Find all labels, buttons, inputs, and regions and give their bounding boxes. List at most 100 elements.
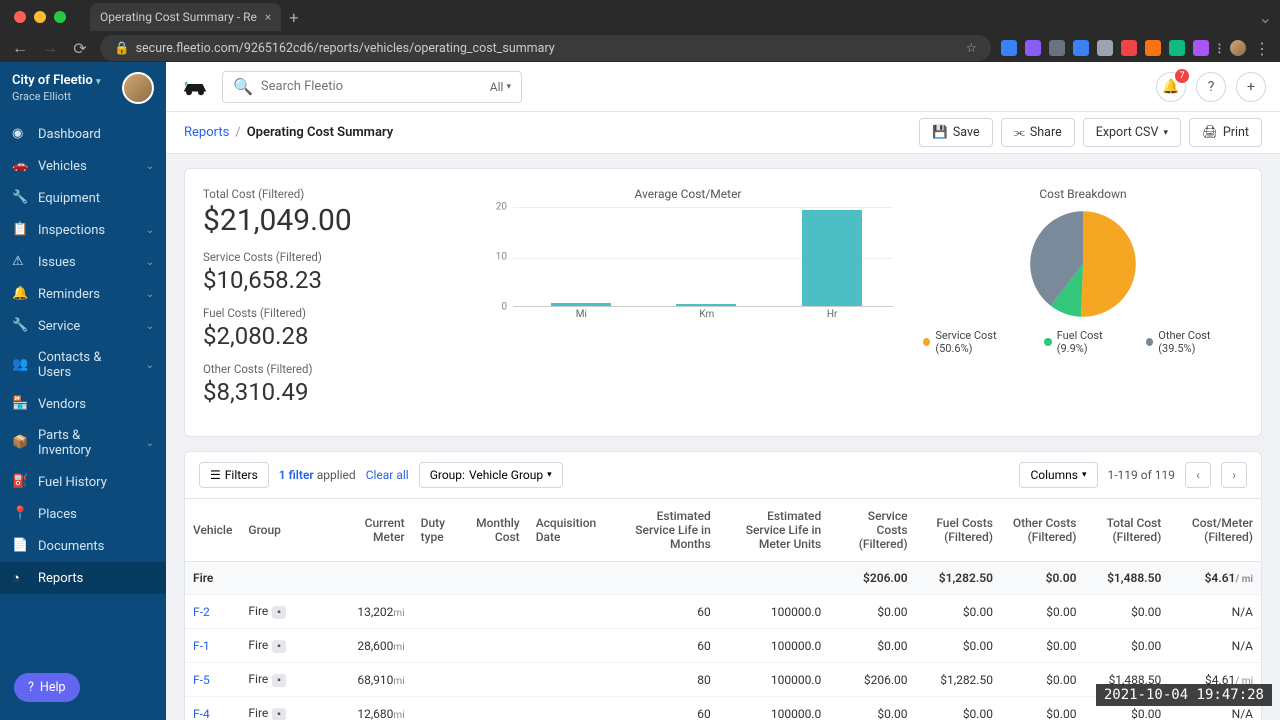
column-header[interactable]: Estimated Service Life in Meter Units xyxy=(719,499,829,562)
group-badge: ▪ xyxy=(272,640,286,653)
lock-icon: 🔒 xyxy=(114,41,130,56)
fuel-icon: ⛽ xyxy=(12,474,28,490)
new-tab-button[interactable]: + xyxy=(289,8,298,27)
add-button[interactable]: + xyxy=(1236,72,1266,102)
org-switcher[interactable]: City of Fleetio ▾ Grace Elliott xyxy=(0,62,166,114)
total-block: Total Cost (Filtered) $21,049.00 xyxy=(203,187,453,238)
breadcrumb-bar: Reports / Operating Cost Summary 💾Save ⫘… xyxy=(166,112,1280,154)
sidebar-item-parts-inventory[interactable]: 📦 Parts & Inventory ⌄ xyxy=(0,420,166,466)
bar-chart: Average Cost/Meter 01020MiKmHr xyxy=(483,187,893,418)
search-icon: 🔍 xyxy=(233,77,253,96)
table-card: ☰ Filters 1 filter applied Clear all Gro… xyxy=(184,451,1262,720)
prev-page[interactable]: ‹ xyxy=(1185,462,1211,488)
logo xyxy=(180,76,210,98)
filters-button[interactable]: ☰ Filters xyxy=(199,462,269,488)
group-button[interactable]: Group: Vehicle Group ▾ xyxy=(419,462,563,488)
address-bar[interactable]: 🔒 secure.fleetio.com/9265162cd6/reports/… xyxy=(100,35,991,61)
sidebar-item-places[interactable]: 📍 Places xyxy=(0,498,166,530)
topbar: 🔍 All ▾ 🔔7 ? + xyxy=(166,62,1280,112)
help-button[interactable]: ? Help xyxy=(14,673,80,702)
chevron-down-icon: ⌄ xyxy=(146,438,154,449)
sidebar: City of Fleetio ▾ Grace Elliott ◉ Dashbo… xyxy=(0,62,166,720)
tool-icon: 🔧 xyxy=(12,318,28,334)
column-header[interactable]: Fuel Costs (Filtered) xyxy=(916,499,1001,562)
sidebar-item-issues[interactable]: ⚠ Issues ⌄ xyxy=(0,246,166,278)
car-icon: 🚗 xyxy=(12,158,28,174)
reload-button[interactable]: ⟳ xyxy=(70,39,90,58)
sidebar-item-fuel-history[interactable]: ⛽ Fuel History xyxy=(0,466,166,498)
sidebar-item-reports[interactable]: ◔ Reports xyxy=(0,562,166,594)
column-header[interactable]: Total Cost (Filtered) xyxy=(1084,499,1169,562)
page-info: 1-119 of 119 xyxy=(1108,468,1176,482)
chevron-down-icon: ⌄ xyxy=(146,257,154,268)
search-scope[interactable]: All ▾ xyxy=(490,80,511,94)
print-button[interactable]: 🖨Print xyxy=(1189,118,1262,147)
chevron-down-icon: ⌄ xyxy=(146,225,154,236)
sidebar-item-documents[interactable]: 📄 Documents xyxy=(0,530,166,562)
chevron-down-icon: ⌄ xyxy=(146,161,154,172)
vehicle-link[interactable]: F-5 xyxy=(193,673,210,687)
total-block: Fuel Costs (Filtered) $2,080.28 xyxy=(203,306,453,350)
next-page[interactable]: › xyxy=(1221,462,1247,488)
total-block: Other Costs (Filtered) $8,310.49 xyxy=(203,362,453,406)
share-button[interactable]: ⫘Share xyxy=(1001,118,1075,147)
browser-tab[interactable]: Operating Cost Summary - Re × xyxy=(90,3,281,31)
help-icon-button[interactable]: ? xyxy=(1196,72,1226,102)
avatar[interactable] xyxy=(122,72,154,104)
notifications-button[interactable]: 🔔7 xyxy=(1156,72,1186,102)
page-title: Operating Cost Summary xyxy=(247,125,394,140)
pin-icon: 📍 xyxy=(12,506,28,522)
sidebar-item-reminders[interactable]: 🔔 Reminders ⌄ xyxy=(0,278,166,310)
group-badge: ▪ xyxy=(272,708,286,720)
url-text: secure.fleetio.com/9265162cd6/reports/ve… xyxy=(136,41,555,56)
sidebar-item-vehicles[interactable]: 🚗 Vehicles ⌄ xyxy=(0,150,166,182)
browser-chrome: Operating Cost Summary - Re × + ⌄ ← → ⟳ … xyxy=(0,0,1280,62)
table-row: F-1 Fire▪ 28,600mi 60100000.0 $0.00$0.00… xyxy=(185,629,1261,663)
sidebar-item-dashboard[interactable]: ◉ Dashboard xyxy=(0,118,166,150)
group-badge: ▪ xyxy=(272,606,286,619)
alert-icon: ⚠ xyxy=(12,254,28,270)
breadcrumb-parent[interactable]: Reports xyxy=(184,125,229,140)
columns-button[interactable]: Columns ▾ xyxy=(1019,462,1097,488)
vehicle-link[interactable]: F-4 xyxy=(193,707,210,720)
table-row: F-2 Fire▪ 13,202mi 60100000.0 $0.00$0.00… xyxy=(185,595,1261,629)
group-badge: ▪ xyxy=(272,674,286,687)
filter-count: 1 filter applied xyxy=(279,468,356,482)
clear-filters[interactable]: Clear all xyxy=(366,468,409,482)
total-block: Service Costs (Filtered) $10,658.23 xyxy=(203,250,453,294)
export-button[interactable]: Export CSV ▾ xyxy=(1083,118,1181,147)
vehicle-link[interactable]: F-2 xyxy=(193,605,210,619)
forward-button[interactable]: → xyxy=(40,38,60,58)
search-input[interactable]: 🔍 All ▾ xyxy=(222,71,522,103)
column-header[interactable]: Service Costs (Filtered) xyxy=(829,499,915,562)
wrench-icon: 🔧 xyxy=(12,190,28,206)
sidebar-item-inspections[interactable]: 📋 Inspections ⌄ xyxy=(0,214,166,246)
column-header[interactable]: Group xyxy=(240,499,336,562)
sidebar-item-contacts-users[interactable]: 👥 Contacts & Users ⌄ xyxy=(0,342,166,388)
notification-badge: 7 xyxy=(1175,69,1189,83)
column-header[interactable]: Acquisition Date xyxy=(528,499,615,562)
save-button[interactable]: 💾Save xyxy=(919,118,992,147)
sidebar-item-service[interactable]: 🔧 Service ⌄ xyxy=(0,310,166,342)
user-name: Grace Elliott xyxy=(12,90,101,103)
sidebar-item-equipment[interactable]: 🔧 Equipment xyxy=(0,182,166,214)
star-icon[interactable]: ☆ xyxy=(966,40,977,56)
help-icon: ? xyxy=(28,680,34,695)
column-header[interactable]: Estimated Service Life in Months xyxy=(614,499,718,562)
column-header[interactable]: Monthly Cost xyxy=(460,499,527,562)
back-button[interactable]: ← xyxy=(10,38,30,58)
pie-icon: ◔ xyxy=(12,570,28,586)
vehicle-link[interactable]: F-1 xyxy=(193,639,210,653)
column-header[interactable]: Duty type xyxy=(413,499,461,562)
column-header[interactable]: Other Costs (Filtered) xyxy=(1001,499,1084,562)
column-header[interactable]: Current Meter xyxy=(337,499,413,562)
extension-icons: ⁝ ⋮ xyxy=(1001,39,1270,58)
column-header[interactable]: Cost/Meter (Filtered) xyxy=(1169,499,1261,562)
box-icon: 📦 xyxy=(12,435,28,451)
close-icon[interactable]: × xyxy=(265,10,271,24)
overflow-icon[interactable]: ⌄ xyxy=(1259,8,1272,27)
sidebar-item-vendors[interactable]: 🏪 Vendors xyxy=(0,388,166,420)
column-header[interactable]: Vehicle xyxy=(185,499,240,562)
window-controls[interactable] xyxy=(8,11,72,23)
bell-icon: 🔔 xyxy=(12,286,28,302)
